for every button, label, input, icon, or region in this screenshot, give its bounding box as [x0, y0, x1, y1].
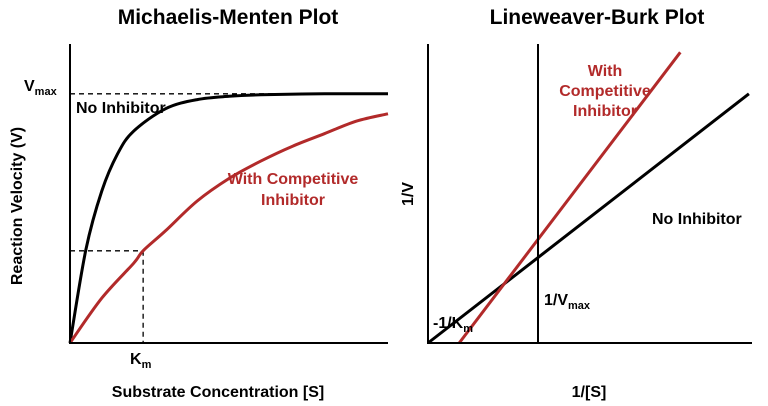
michaelis-menten-panel: Michaelis-Menten Plot Vmax Km No Inhibit… [9, 6, 389, 401]
mm-curve-no-inhibitor [68, 92, 389, 344]
lb-line-with-competitive-inhibitor [458, 51, 682, 344]
mm-curve-with-competitive-inhibitor [68, 112, 389, 344]
lb-line-no-inhibitor [427, 92, 750, 345]
lb-x-axis-label: 1/[S] [572, 384, 607, 401]
mm-title: Michaelis-Menten Plot [118, 6, 339, 29]
mm-axes [69, 44, 388, 344]
lb-axes-frame [427, 44, 752, 344]
lb-lines [427, 51, 750, 345]
mm-vmax-tick-label: Vmax [24, 78, 58, 98]
mm-y-axis-label: Reaction Velocity (V) [9, 127, 26, 285]
mm-competitive-label-line1: With Competitive [228, 171, 359, 188]
lb-no-inhibitor-label: No Inhibitor [652, 211, 742, 228]
mm-curves [68, 92, 389, 344]
lb-title: Lineweaver-Burk Plot [490, 6, 705, 29]
mm-guide-lines [70, 93, 388, 343]
mm-x-axis-label: Substrate Concentration [S] [112, 384, 324, 401]
lb-y-axis-label: 1/V [400, 182, 417, 206]
lb-neg-inv-km-label: -1/Km [433, 315, 473, 335]
mm-competitive-label-line2: Inhibitor [261, 192, 325, 209]
lineweaver-burk-panel: Lineweaver-Burk Plot -1/Km 1/Vmax No Inh… [400, 6, 752, 401]
lb-competitive-label-line2: Competitive [559, 83, 651, 100]
mm-no-inhibitor-label: No Inhibitor [76, 100, 166, 117]
lb-competitive-label-line1: With [588, 63, 623, 80]
lb-competitive-label-line3: Inhibitor [573, 103, 637, 120]
mm-km-tick-label: Km [130, 351, 152, 371]
lb-inv-vmax-label: 1/Vmax [544, 292, 591, 312]
